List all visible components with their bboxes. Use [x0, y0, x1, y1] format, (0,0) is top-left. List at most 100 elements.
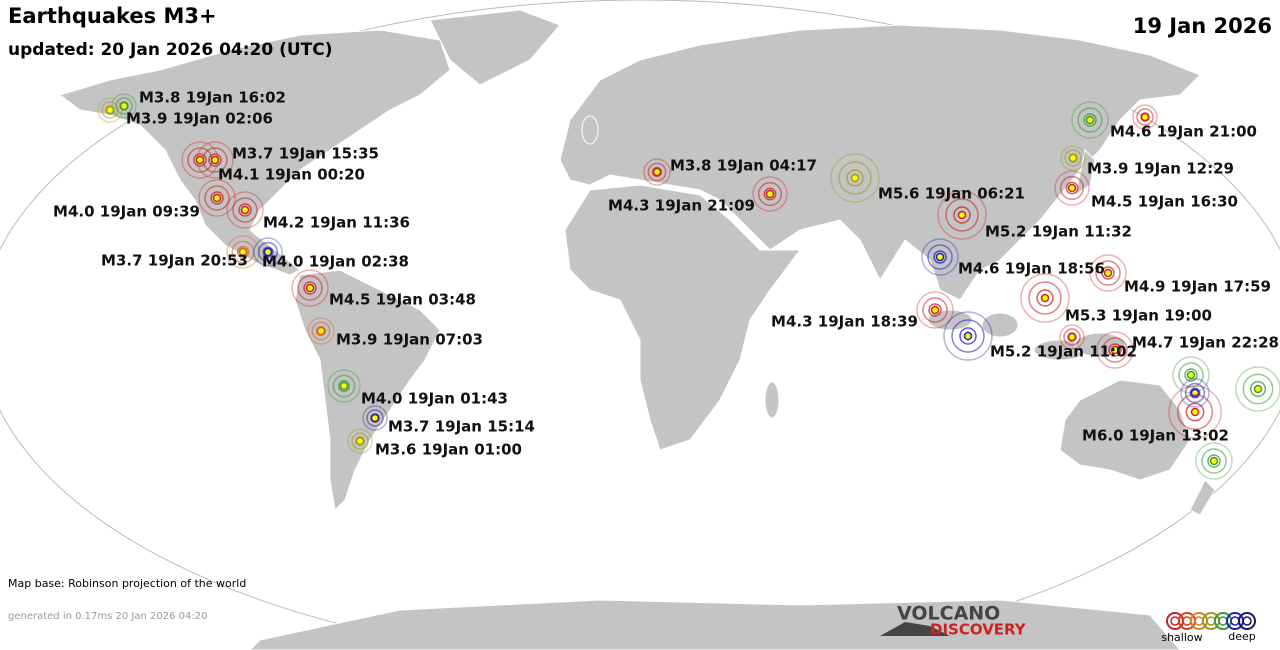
ring	[1059, 175, 1085, 201]
center	[1140, 112, 1150, 122]
ring	[253, 237, 283, 267]
ring	[922, 297, 948, 323]
legend-ring-inner	[1218, 616, 1228, 626]
ring	[315, 325, 327, 337]
title: Earthquakes M3+	[8, 4, 217, 28]
quake-marker	[1132, 104, 1158, 130]
ring	[1249, 380, 1267, 398]
quake-marker	[226, 235, 260, 269]
ring	[953, 206, 971, 224]
generated: generated in 0.17ms 20 Jan 2026 04:20	[8, 611, 207, 622]
ring	[311, 321, 331, 341]
legend-ring	[1238, 612, 1256, 630]
legend-shallow: shallow	[1161, 631, 1202, 644]
center	[1190, 407, 1200, 417]
ring	[1060, 145, 1086, 171]
legend-deep: deep	[1228, 630, 1256, 643]
ring	[1207, 454, 1221, 468]
ring	[1064, 149, 1082, 167]
ring	[181, 141, 219, 179]
quake-label: M4.2 19Jan 11:36	[263, 214, 410, 232]
center	[238, 247, 248, 257]
ring	[210, 191, 224, 205]
legend-ring-inner	[1182, 616, 1192, 626]
ring	[1059, 324, 1085, 350]
quake-marker	[226, 191, 264, 229]
center	[963, 331, 973, 341]
ring	[763, 187, 777, 201]
ring	[1089, 254, 1127, 292]
ring	[351, 432, 369, 450]
ring	[1189, 387, 1201, 399]
ring	[297, 275, 323, 301]
quake-marker	[347, 428, 373, 454]
quake-label: M4.6 19Jan 18:56	[958, 260, 1105, 278]
center	[850, 173, 860, 183]
ring	[1185, 402, 1205, 422]
quake-label: M3.9 19Jan 12:29	[1087, 160, 1234, 178]
center	[1186, 370, 1196, 380]
ring	[1180, 378, 1210, 408]
ring	[1201, 448, 1227, 474]
center	[765, 189, 775, 199]
ring	[1136, 108, 1154, 126]
ring	[204, 185, 230, 211]
quake-marker	[1235, 366, 1280, 412]
ring	[236, 245, 250, 259]
ring	[1101, 266, 1115, 280]
ring	[1020, 273, 1070, 323]
center	[119, 101, 129, 111]
ring	[1184, 368, 1198, 382]
ring	[198, 179, 236, 217]
quake-label: M3.8 19Jan 16:02	[139, 89, 286, 107]
ring	[1176, 393, 1214, 431]
ring	[337, 379, 351, 393]
ring	[951, 319, 985, 353]
ring	[647, 162, 667, 182]
ring	[643, 158, 671, 186]
quake-marker	[111, 93, 137, 119]
quake-marker	[1172, 356, 1210, 394]
ring	[303, 281, 317, 295]
quake-marker	[1096, 331, 1134, 369]
ring	[187, 147, 213, 173]
quake-label: M3.9 19Jan 02:06	[126, 110, 273, 128]
ring	[307, 317, 335, 345]
ring	[347, 428, 373, 454]
legend-ring-inner	[1170, 616, 1180, 626]
ring	[1036, 289, 1054, 307]
ring	[1095, 260, 1121, 286]
quake-label: M4.3 19Jan 18:39	[771, 313, 918, 331]
quake-marker	[327, 369, 361, 403]
ring	[1096, 331, 1134, 369]
ring	[1054, 170, 1090, 206]
quake-label: M4.5 19Jan 03:48	[329, 291, 476, 309]
quake-label: M4.9 19Jan 17:59	[1124, 278, 1271, 296]
quake-marker	[1054, 170, 1090, 206]
quake-marker	[1059, 324, 1085, 350]
quake-label: M3.9 19Jan 07:03	[336, 331, 483, 349]
ring	[928, 303, 942, 317]
quake-marker	[1060, 145, 1086, 171]
center	[930, 305, 940, 315]
quake-label: M5.6 19Jan 06:21	[878, 185, 1025, 203]
quake-label: M4.5 19Jan 16:30	[1091, 193, 1238, 211]
center	[195, 155, 205, 165]
quake-label: M3.7 19Jan 20:53	[101, 252, 248, 270]
center	[316, 326, 326, 336]
logo-icon	[880, 622, 950, 636]
ring	[232, 197, 258, 223]
ring	[231, 240, 255, 264]
legend-ring-inner	[1206, 616, 1216, 626]
legend-ring-inner	[1230, 616, 1240, 626]
ring	[257, 241, 279, 263]
ring	[838, 161, 872, 195]
legend-ring-inner	[1194, 616, 1204, 626]
ring	[1102, 337, 1128, 363]
center	[263, 247, 273, 257]
quake-label: M3.7 19Jan 15:35	[232, 145, 379, 163]
quake-marker	[1168, 385, 1222, 439]
center	[652, 167, 662, 177]
ring	[262, 246, 274, 258]
